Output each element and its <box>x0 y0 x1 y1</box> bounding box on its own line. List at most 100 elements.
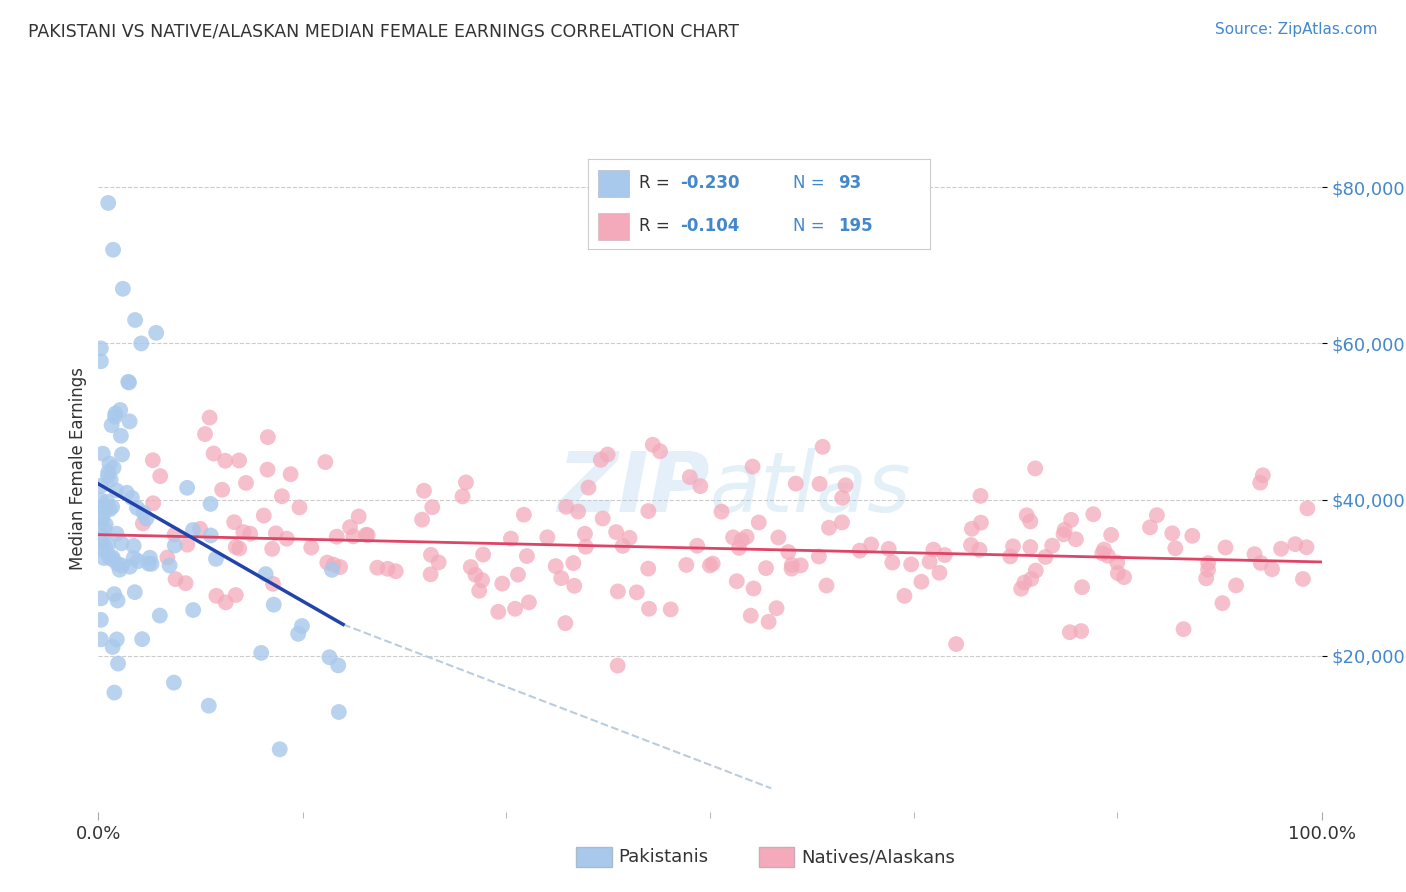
Point <box>659 602 682 616</box>
Point <box>110 536 132 550</box>
Point <box>1249 475 1271 490</box>
Point <box>257 430 280 444</box>
Point <box>200 497 222 511</box>
Point <box>188 522 211 536</box>
Point <box>98 457 121 471</box>
Point <box>127 500 149 515</box>
Point <box>1010 582 1032 596</box>
Point <box>354 528 377 542</box>
Point <box>94 502 117 516</box>
Point <box>960 522 983 536</box>
Point <box>291 619 314 633</box>
Point <box>101 243 124 257</box>
Point <box>910 574 932 589</box>
Point <box>755 561 778 575</box>
Point <box>503 601 526 615</box>
Point <box>118 414 141 428</box>
Point <box>269 742 291 756</box>
Point <box>111 558 134 573</box>
Point <box>100 473 122 487</box>
Point <box>1173 622 1195 636</box>
Point <box>91 542 114 557</box>
Point <box>860 537 883 551</box>
Point <box>94 517 117 532</box>
Point <box>544 559 567 574</box>
Point <box>1107 566 1129 581</box>
Point <box>574 526 596 541</box>
Point <box>280 467 302 482</box>
Point <box>262 541 284 556</box>
Point <box>413 483 436 498</box>
Point <box>1211 596 1233 610</box>
Point <box>232 525 254 540</box>
Point <box>328 658 350 673</box>
Point <box>780 558 803 572</box>
Point <box>1025 564 1047 578</box>
Point <box>491 576 513 591</box>
Point <box>328 705 350 719</box>
Point <box>1097 549 1119 563</box>
Point <box>90 500 112 515</box>
Point <box>710 505 733 519</box>
Point <box>366 560 388 574</box>
Point <box>922 542 945 557</box>
Point <box>339 520 361 534</box>
Point <box>97 465 120 479</box>
Text: atlas: atlas <box>710 449 911 530</box>
Point <box>1270 541 1292 556</box>
Point <box>1225 578 1247 592</box>
Point <box>513 508 536 522</box>
Point <box>1296 501 1319 516</box>
Point <box>945 637 967 651</box>
Point <box>689 479 711 493</box>
Point <box>562 556 585 570</box>
Point <box>1053 523 1076 537</box>
Point <box>790 558 813 573</box>
Point <box>224 515 246 529</box>
Point <box>637 561 659 575</box>
Y-axis label: Median Female Earnings: Median Female Earnings <box>69 367 87 570</box>
Point <box>499 532 522 546</box>
Point <box>91 511 114 525</box>
Point <box>107 657 129 671</box>
Point <box>648 444 671 458</box>
Point <box>205 589 228 603</box>
Point <box>877 541 900 556</box>
Point <box>101 500 124 514</box>
Point <box>536 530 558 544</box>
Point <box>1059 625 1081 640</box>
Point <box>893 589 915 603</box>
Point <box>214 454 236 468</box>
Point <box>163 527 186 541</box>
Point <box>163 675 186 690</box>
Point <box>93 522 115 536</box>
Point <box>454 475 477 490</box>
Point <box>90 479 112 493</box>
Point <box>1195 571 1218 585</box>
Point <box>831 516 853 530</box>
Point <box>105 483 128 498</box>
Point <box>254 567 277 582</box>
Point <box>1215 541 1237 555</box>
Point <box>472 548 495 562</box>
Point <box>934 548 956 562</box>
Point <box>129 336 152 351</box>
Point <box>149 469 172 483</box>
Text: R =: R = <box>640 217 675 235</box>
Point <box>1019 515 1042 529</box>
Point <box>1295 541 1317 555</box>
Point <box>97 538 120 552</box>
Point <box>156 550 179 565</box>
Point <box>460 560 482 574</box>
Text: Source: ZipAtlas.com: Source: ZipAtlas.com <box>1215 22 1378 37</box>
Point <box>808 476 831 491</box>
Point <box>575 540 598 554</box>
Point <box>105 557 128 571</box>
Point <box>420 548 443 562</box>
Point <box>468 583 491 598</box>
Point <box>165 572 187 586</box>
Point <box>638 601 661 615</box>
Point <box>451 489 474 503</box>
Point <box>90 534 112 549</box>
Point <box>699 558 721 573</box>
